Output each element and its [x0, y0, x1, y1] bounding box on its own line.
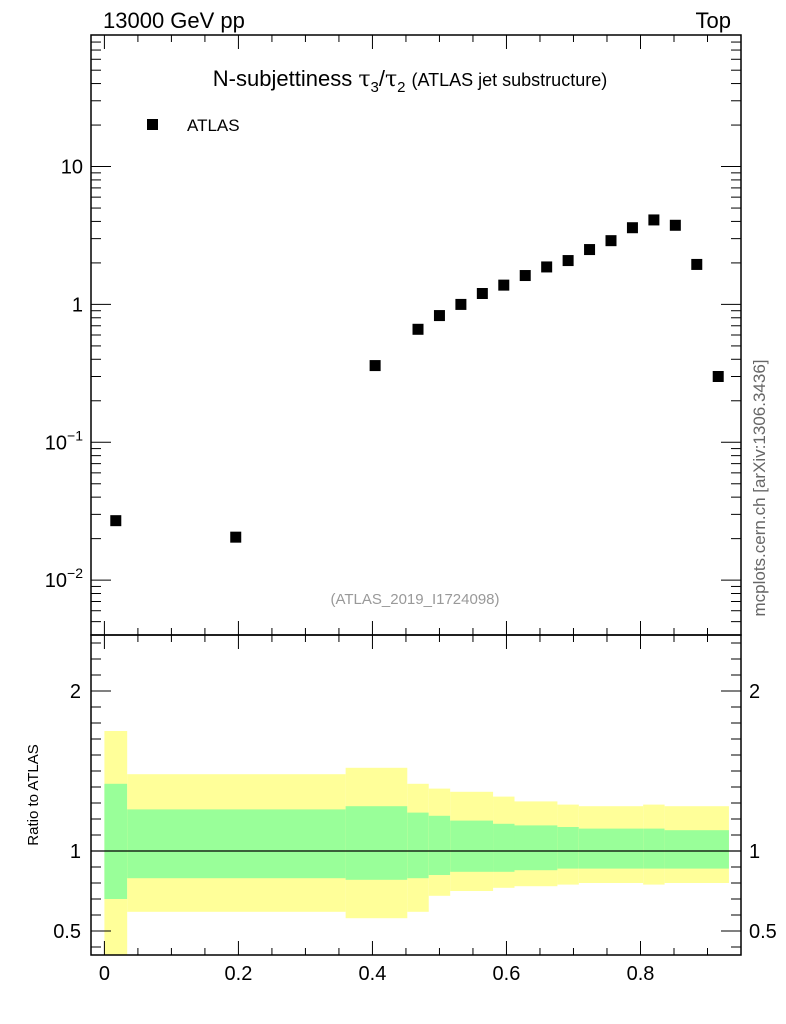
ratio-y-tick-label-left: 2 [70, 681, 81, 703]
atlas-data-point [519, 270, 531, 282]
ratio-y-tick-label-right: 1 [749, 841, 760, 863]
atlas-data-point [110, 515, 122, 527]
title-suffix: (ATLAS jet substructure) [411, 70, 607, 90]
ratio-bands [104, 731, 729, 955]
uncertainty-band-inner [664, 830, 729, 869]
atlas-data-point [626, 222, 638, 234]
ratio-y-tick-label-left: 1 [70, 841, 81, 863]
title-sub-denominator: 2 [397, 79, 405, 96]
lower-y-tick-labels: 2 2 1 1 0.5 0.5 [53, 681, 777, 943]
atlas-data-point [541, 261, 553, 273]
x-tick-label: 0.6 [493, 963, 521, 985]
uncertainty-band-inner [493, 823, 515, 872]
ratio-y-tick-label-left: 0.5 [53, 921, 81, 943]
atlas-data-point [584, 244, 596, 256]
atlas-data-point [412, 323, 424, 335]
atlas-data-point [433, 310, 445, 322]
header-process-label: Top [696, 8, 731, 33]
x-tick-label: 0.2 [225, 963, 253, 985]
uncertainty-band-inner [450, 820, 494, 872]
ratio-y-tick-label-right: 2 [749, 681, 760, 703]
uncertainty-band-inner [514, 825, 558, 871]
atlas-data-point [230, 531, 242, 543]
uncertainty-band-inner [557, 827, 579, 869]
lower-panel-frame [90, 634, 742, 956]
x-tick-label: 0.8 [627, 963, 655, 985]
legend-label: ATLAS [187, 116, 240, 135]
atlas-data-point [648, 214, 660, 226]
atlas-data-point [669, 219, 681, 231]
side-credit-label: mcplots.cern.ch [arXiv:1306.3436] [750, 359, 769, 616]
atlas-data-point [455, 298, 467, 310]
uncertainty-band-inner [407, 812, 429, 879]
plot-title: N-subjettiness τ3/τ2 (ATLAS jet substruct… [213, 66, 607, 96]
title-tau-numerator: τ [358, 67, 370, 92]
uncertainty-band-inner [127, 809, 346, 879]
title-tau-denominator: τ [385, 67, 397, 92]
title-main: N-subjettiness [213, 66, 359, 91]
y-tick-label: 10−2 [45, 565, 83, 592]
atlas-data-point [562, 255, 574, 267]
atlas-data-point [476, 287, 488, 299]
y-tick-label: 10−1 [45, 427, 83, 454]
upper-axis-ticks [91, 34, 741, 636]
header-energy-label: 13000 GeV pp [103, 8, 245, 33]
x-tick-label: 0 [99, 963, 110, 985]
uncertainty-band-inner [643, 828, 665, 869]
uncertainty-band-inner [428, 815, 451, 875]
uncertainty-band-inner [104, 783, 128, 899]
ratio-y-axis-label: Ratio to ATLAS [25, 744, 42, 845]
legend-marker [147, 119, 158, 130]
title-slash: / [379, 66, 386, 91]
atlas-data-point [498, 279, 510, 291]
uncertainty-band-inner [578, 828, 644, 869]
atlas-data-point [369, 360, 381, 372]
y-tick-label: 10 [61, 157, 83, 179]
analysis-watermark: (ATLAS_2019_I1724098) [330, 591, 499, 608]
atlas-data-point [691, 258, 703, 270]
x-tick-labels: 0 0.2 0.4 0.6 0.8 [99, 963, 655, 985]
y-tick-label: 1 [72, 294, 83, 316]
ratio-y-tick-label-right: 0.5 [749, 921, 777, 943]
atlas-data-point [605, 235, 617, 247]
title-sub-numerator: 3 [370, 79, 378, 96]
x-tick-label: 0.4 [359, 963, 387, 985]
atlas-data-points [110, 214, 724, 543]
upper-y-tick-labels: 10 1 10−1 10−2 [45, 157, 83, 593]
lower-axis-ticks [91, 635, 741, 955]
uncertainty-band-inner [345, 806, 408, 880]
atlas-data-point [712, 371, 724, 383]
